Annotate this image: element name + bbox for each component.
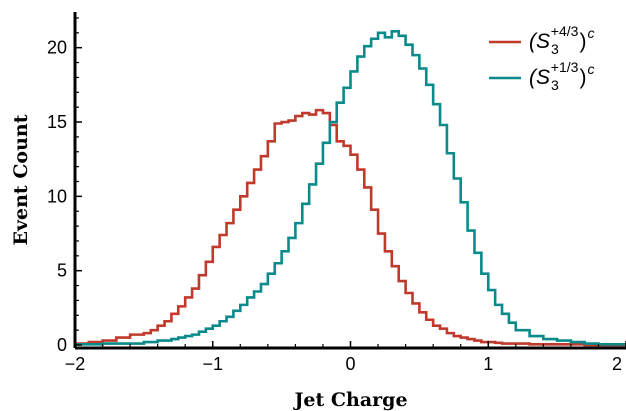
axes-layer [73, 12, 626, 350]
x-tick-label: 2 [612, 354, 622, 374]
series-line-2 [75, 30, 626, 346]
series-layer [75, 30, 626, 347]
y-tick-label: 0 [57, 335, 67, 355]
x-tick-label: 0 [345, 354, 355, 374]
y-tick-label: 10 [47, 186, 67, 206]
series-line-1 [75, 108, 626, 347]
x-tick-label: 1 [483, 354, 493, 374]
y-tick-label: 15 [47, 112, 67, 132]
y-tick-label: 20 [47, 38, 67, 58]
legend-label-2: (S3+1/3)c [529, 59, 594, 93]
x-axis-title: Jet Charge [292, 389, 407, 411]
x-tick-label: −2 [65, 354, 86, 374]
legend-label-1: (S3+4/3)c [529, 23, 594, 57]
legend: (S3+4/3)c(S3+1/3)c [489, 23, 594, 93]
x-tick-label: −1 [202, 354, 223, 374]
y-tick-label: 5 [57, 261, 67, 281]
y-axis-title: Event Count [10, 114, 32, 245]
